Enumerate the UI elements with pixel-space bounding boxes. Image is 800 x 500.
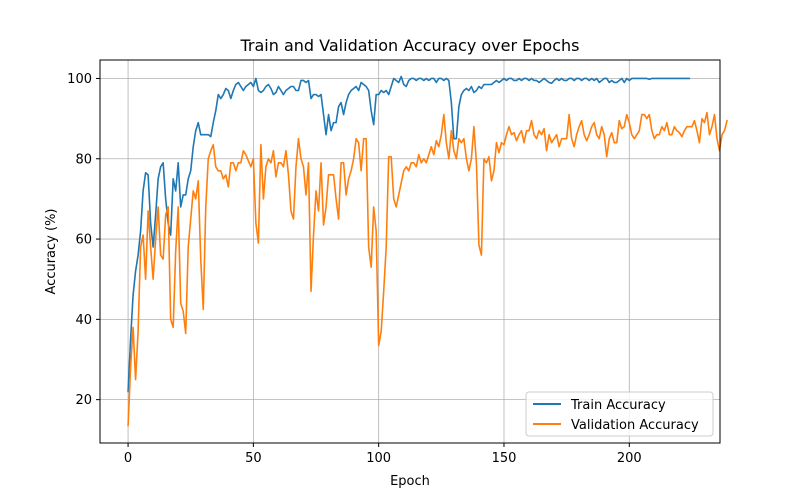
y-tick-label: 40 — [75, 313, 92, 328]
legend: Train Accuracy Validation Accuracy — [525, 391, 714, 437]
plot-area — [100, 60, 720, 443]
x-axis-ticks: 0 50 100 150 200 — [124, 443, 642, 466]
x-tick-label: 200 — [617, 451, 642, 466]
chart-title: Train and Validation Accuracy over Epoch… — [240, 36, 580, 55]
y-tick-label: 60 — [75, 233, 92, 248]
y-tick-label: 100 — [67, 72, 92, 87]
y-tick-label: 80 — [75, 152, 92, 167]
x-axis-label: Epoch — [390, 474, 430, 489]
x-tick-label: 150 — [492, 451, 517, 466]
legend-label-validation: Validation Accuracy — [571, 418, 699, 433]
train-accuracy-line — [127, 75, 691, 393]
x-tick-label: 100 — [366, 451, 391, 466]
y-tick-label: 20 — [75, 393, 92, 408]
x-tick-label: 50 — [245, 451, 262, 466]
y-axis-ticks: 20 40 60 80 100 — [67, 72, 100, 408]
y-axis-label: Accuracy (%) — [44, 209, 59, 295]
legend-box — [525, 391, 714, 437]
series-lines — [127, 75, 728, 427]
plot-border — [99, 59, 721, 444]
x-tick-label: 0 — [124, 451, 132, 466]
legend-label-train: Train Accuracy — [570, 398, 666, 413]
validation-accuracy-line — [127, 111, 728, 427]
